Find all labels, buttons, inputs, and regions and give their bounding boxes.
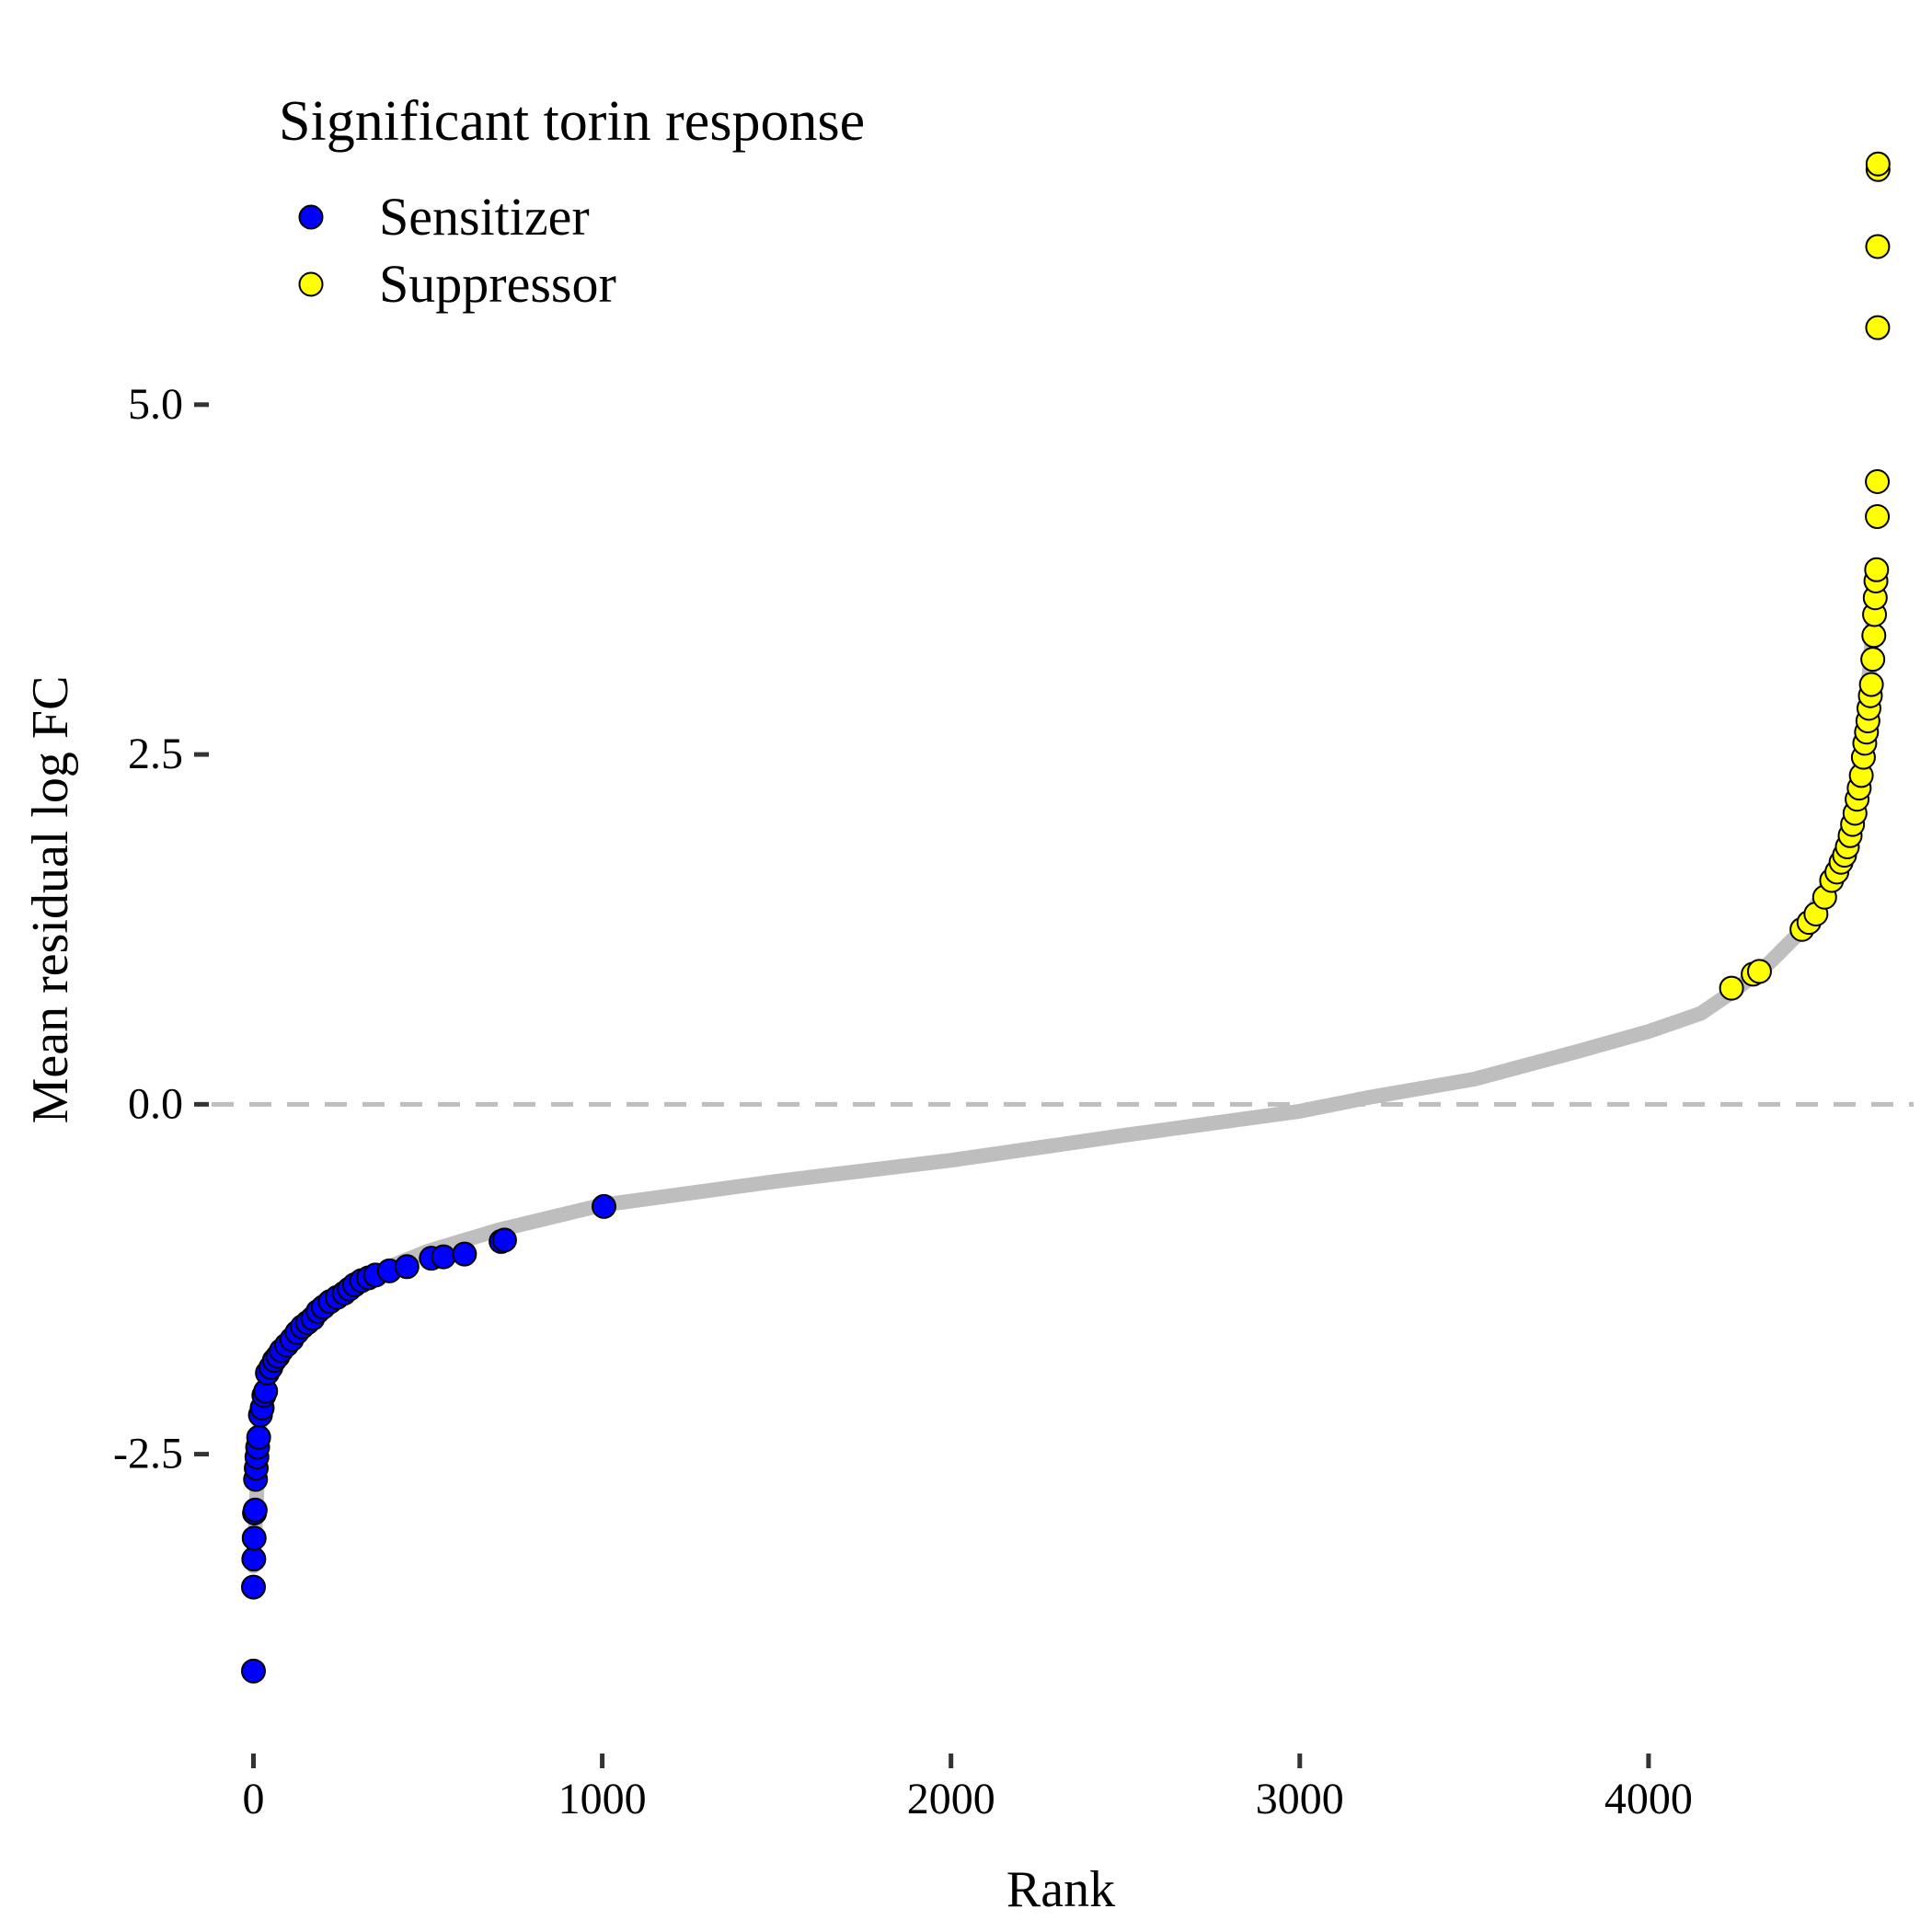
y-tick-label: 0.0 xyxy=(128,1079,183,1128)
data-point-suppressor xyxy=(1860,647,1886,673)
data-point-sensitizer xyxy=(240,1658,266,1684)
data-point-sensitizer xyxy=(452,1241,477,1267)
x-tick-label: 4000 xyxy=(1604,1775,1693,1823)
data-point-sensitizer xyxy=(246,1424,271,1450)
data-point-sensitizer xyxy=(241,1525,267,1551)
data-point-sensitizer xyxy=(394,1254,420,1280)
legend-key-sensitizer xyxy=(298,204,324,230)
x-axis: 0 1000 2000 3000 4000 xyxy=(242,1754,1693,1823)
y-tick-label: -2.5 xyxy=(113,1430,183,1478)
x-axis-title: Rank xyxy=(1006,1861,1115,1918)
x-tick-label: 2000 xyxy=(907,1775,995,1823)
data-points xyxy=(240,151,1891,1684)
data-point-suppressor xyxy=(1719,975,1744,1001)
data-point-suppressor xyxy=(1858,672,1884,697)
legend-key-suppressor xyxy=(298,271,324,297)
legend: Significant torin response Sensitizer Sup… xyxy=(279,90,865,314)
data-point-sensitizer xyxy=(240,1574,266,1600)
x-tick-label: 3000 xyxy=(1256,1775,1344,1823)
data-point-suppressor xyxy=(1746,959,1772,984)
legend-items: Sensitizer Suppressor xyxy=(298,187,616,314)
data-point-suppressor xyxy=(1865,504,1891,530)
series-suppressor xyxy=(1719,151,1891,1001)
data-point-suppressor xyxy=(1865,151,1891,177)
data-point-suppressor xyxy=(1865,468,1891,494)
x-tick-label: 0 xyxy=(242,1775,264,1823)
legend-label-sensitizer: Sensitizer xyxy=(379,187,590,247)
data-point-sensitizer xyxy=(491,1227,517,1253)
data-point-sensitizer xyxy=(431,1244,456,1270)
series-sensitizer xyxy=(240,1193,616,1684)
data-point-suppressor xyxy=(1865,234,1891,259)
data-point-suppressor xyxy=(1864,557,1890,582)
data-point-sensitizer xyxy=(241,1547,267,1572)
legend-title: Significant torin response xyxy=(279,90,865,153)
y-axis: -2.5 0.0 2.5 5.0 xyxy=(113,380,209,1478)
y-tick-label: 2.5 xyxy=(128,730,183,778)
y-axis-title: Mean residual log FC xyxy=(22,676,79,1124)
x-tick-label: 1000 xyxy=(558,1775,647,1823)
data-point-sensitizer xyxy=(242,1497,268,1523)
data-point-suppressor xyxy=(1861,623,1887,649)
legend-label-suppressor: Suppressor xyxy=(379,254,616,314)
data-point-suppressor xyxy=(1865,315,1891,340)
y-tick-label: 5.0 xyxy=(128,380,183,429)
data-point-sensitizer xyxy=(591,1193,616,1219)
